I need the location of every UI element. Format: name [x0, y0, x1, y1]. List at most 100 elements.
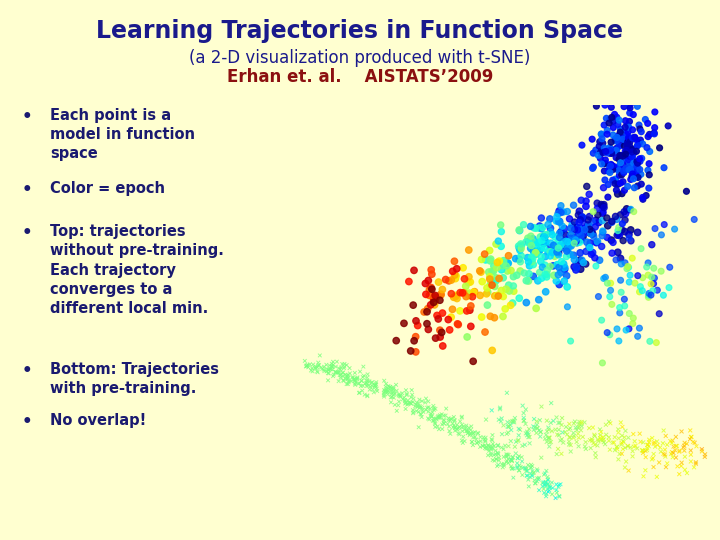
Point [613, 161, 625, 170]
Point [615, 211, 626, 219]
Point [627, 146, 639, 155]
Point [627, 452, 639, 461]
Point [611, 325, 623, 333]
Point [480, 415, 492, 424]
Point [574, 207, 585, 215]
Point [535, 428, 546, 436]
Point [527, 234, 539, 243]
Point [364, 377, 375, 386]
Point [354, 389, 365, 397]
Point [629, 184, 640, 192]
Point [564, 420, 575, 428]
Point [679, 453, 690, 461]
Point [400, 399, 412, 407]
Point [445, 415, 456, 423]
Point [323, 366, 334, 375]
Point [607, 165, 618, 174]
Point [509, 414, 521, 422]
Point [614, 128, 626, 137]
Point [348, 375, 359, 383]
Point [530, 479, 541, 488]
Point [611, 146, 622, 155]
Point [575, 265, 586, 273]
Point [625, 175, 636, 184]
Point [506, 464, 518, 473]
Point [405, 399, 416, 408]
Point [523, 261, 535, 270]
Point [578, 220, 590, 228]
Point [526, 241, 537, 250]
Point [490, 455, 502, 463]
Point [369, 381, 381, 390]
Point [312, 358, 324, 367]
Point [631, 172, 642, 181]
Point [618, 295, 630, 303]
Point [495, 286, 507, 295]
Point [403, 399, 415, 407]
Point [558, 260, 570, 268]
Point [642, 446, 653, 455]
Point [510, 449, 521, 458]
Point [609, 179, 621, 188]
Point [526, 463, 537, 471]
Point [665, 449, 677, 458]
Point [681, 469, 693, 477]
Point [606, 217, 618, 226]
Point [544, 214, 556, 223]
Point [688, 437, 699, 446]
Point [490, 277, 501, 286]
Point [429, 301, 441, 309]
Point [539, 244, 550, 253]
Point [532, 467, 544, 475]
Point [606, 218, 618, 227]
Point [597, 202, 608, 211]
Point [365, 382, 377, 391]
Point [435, 291, 446, 299]
Point [415, 410, 427, 419]
Point [502, 450, 513, 459]
Point [584, 243, 595, 252]
Point [312, 361, 324, 370]
Point [583, 220, 595, 229]
Point [528, 469, 539, 477]
Point [627, 153, 639, 161]
Point [420, 290, 432, 299]
Point [627, 125, 639, 134]
Point [544, 486, 555, 495]
Point [513, 226, 525, 234]
Point [584, 436, 595, 444]
Point [493, 454, 505, 462]
Point [665, 437, 676, 445]
Point [566, 227, 577, 235]
Point [400, 397, 411, 406]
Text: •: • [22, 224, 32, 242]
Point [529, 423, 541, 431]
Point [610, 137, 621, 145]
Point [597, 209, 608, 218]
Point [601, 233, 613, 242]
Point [576, 417, 588, 426]
Point [470, 435, 482, 444]
Point [605, 419, 616, 428]
Point [637, 438, 649, 447]
Point [699, 453, 711, 461]
Point [446, 289, 457, 298]
Point [580, 444, 592, 453]
Point [528, 468, 539, 477]
Point [413, 407, 424, 416]
Point [625, 226, 636, 234]
Point [635, 437, 647, 446]
Point [492, 449, 504, 458]
Point [571, 437, 582, 446]
Point [349, 368, 361, 377]
Point [635, 170, 647, 179]
Point [541, 270, 553, 279]
Point [446, 313, 457, 321]
Point [593, 151, 604, 160]
Point [539, 469, 551, 478]
Point [443, 315, 454, 324]
Point [636, 180, 647, 188]
Point [574, 238, 585, 247]
Point [634, 157, 646, 166]
Point [523, 424, 535, 433]
